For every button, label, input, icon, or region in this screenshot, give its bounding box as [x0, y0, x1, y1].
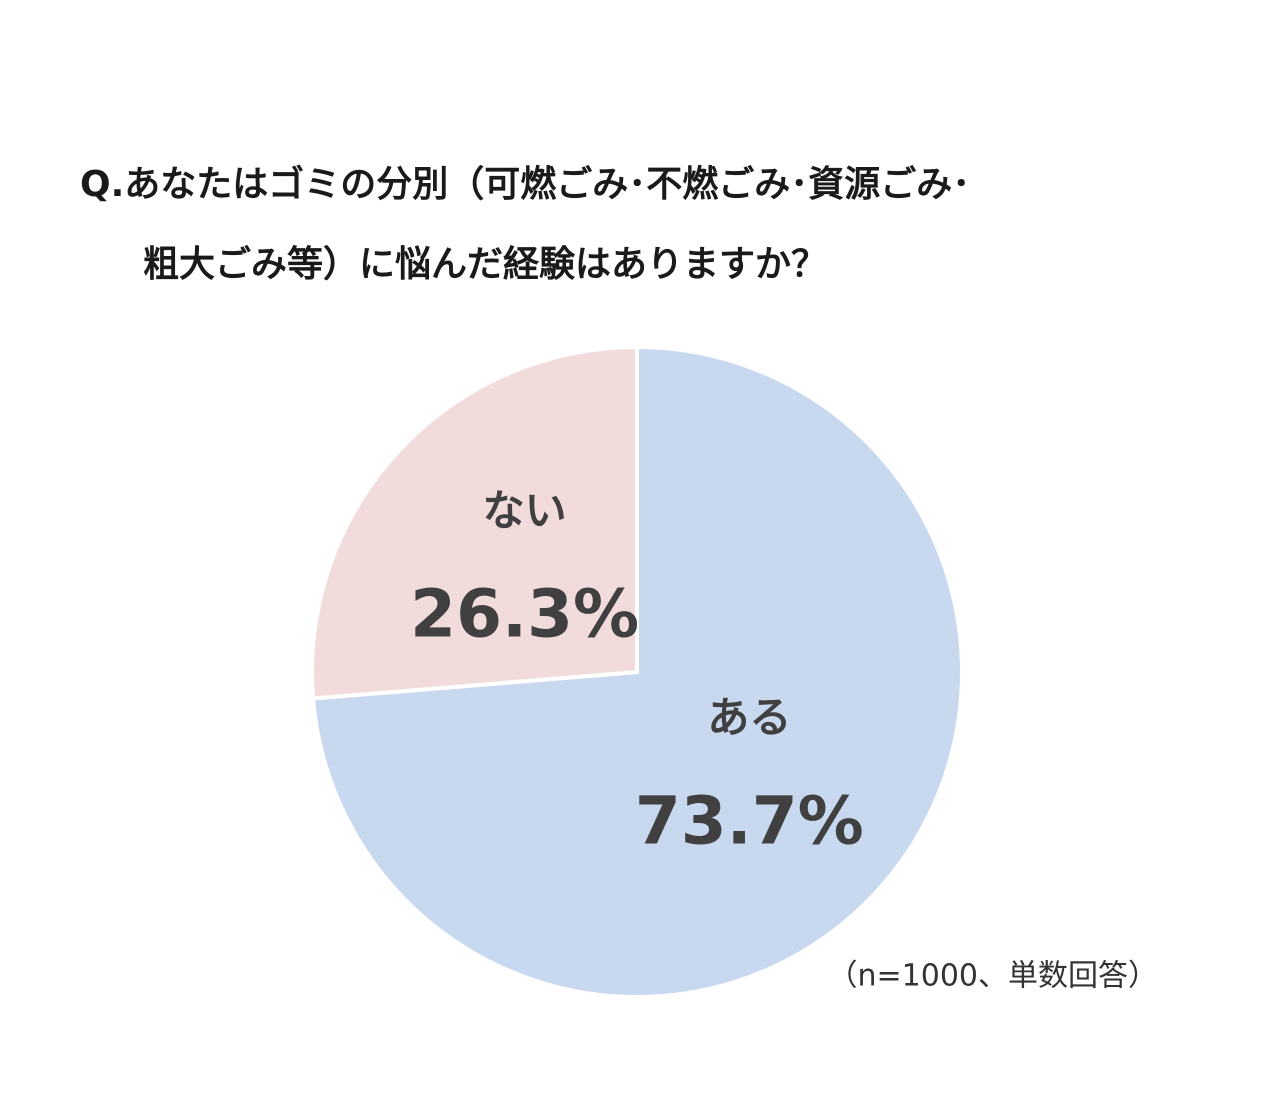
chart-title: 粗大ごみ等）に悩んだ経験はありますか？	[143, 244, 827, 285]
value-label: 26.3%	[410, 576, 639, 653]
pie	[310, 344, 964, 999]
value-label: 73.7%	[635, 783, 864, 860]
annotation: （n=1000、単数回答）	[828, 959, 1159, 994]
slice-label: ない	[483, 486, 567, 535]
chart-title: Q.あなたはゴミの分別（可燃ごみ･不燃ごみ･資源ごみ･	[80, 163, 970, 205]
pie-slice	[310, 344, 639, 701]
slice-label: ある	[707, 693, 791, 742]
